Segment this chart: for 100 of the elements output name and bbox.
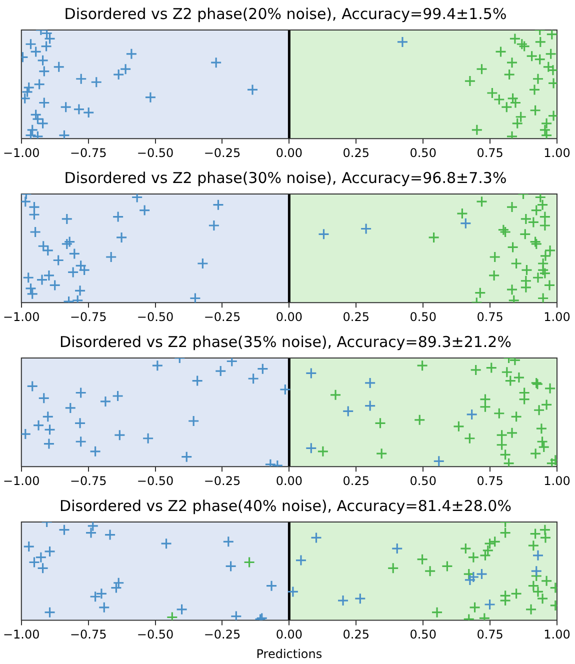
point	[37, 54, 49, 66]
point	[510, 410, 522, 422]
x-tick-label: 0.50	[410, 474, 436, 488]
x-tick-label: 0.25	[342, 146, 370, 160]
x-tick-label: −1.00	[2, 310, 40, 324]
point	[256, 363, 268, 375]
point	[489, 251, 501, 263]
point	[510, 258, 522, 270]
point	[545, 48, 557, 60]
point	[75, 436, 87, 448]
point	[502, 458, 515, 467]
x-tick-label: −0.75	[70, 146, 107, 160]
point	[152, 360, 164, 372]
point	[287, 586, 299, 598]
point	[506, 284, 518, 296]
point	[112, 68, 124, 80]
point	[68, 248, 80, 260]
x-tick-label: −0.25	[204, 146, 241, 160]
point	[310, 532, 322, 544]
point	[180, 451, 192, 463]
point	[354, 592, 366, 604]
point	[34, 78, 46, 90]
x-axis-title: Predictions	[256, 646, 322, 661]
point	[105, 251, 117, 263]
point	[35, 552, 47, 564]
point	[518, 393, 530, 406]
point	[38, 392, 50, 404]
x-tick-label: 0.75	[476, 474, 504, 488]
point	[305, 367, 317, 380]
x-tick-label: −0.50	[136, 310, 174, 324]
chart-title: Disordered vs Z2 phase(40% noise), Accuracy=81.4±28.0%	[60, 496, 512, 515]
point	[496, 429, 508, 441]
point	[337, 594, 349, 606]
point	[504, 68, 516, 80]
point	[188, 415, 200, 427]
point	[520, 264, 533, 276]
point	[225, 560, 237, 572]
point	[471, 124, 483, 136]
x-tick-label: −0.25	[204, 310, 241, 324]
x-tick-label: 1.00	[544, 628, 570, 642]
x-tick-label: 0.25	[342, 474, 370, 488]
point	[488, 270, 500, 282]
point	[428, 232, 440, 244]
x-tick-label: 0.50	[410, 628, 436, 642]
point	[387, 562, 399, 574]
point	[460, 218, 472, 230]
point	[528, 540, 540, 552]
point	[38, 96, 50, 109]
point	[416, 360, 428, 372]
point	[44, 32, 56, 44]
point	[116, 232, 128, 244]
point	[532, 73, 544, 85]
point	[317, 446, 329, 458]
point	[43, 438, 55, 450]
point	[266, 580, 278, 592]
point	[479, 550, 492, 562]
point	[530, 448, 542, 460]
x-tick-label: −0.25	[204, 474, 241, 488]
point	[131, 194, 143, 204]
point	[500, 448, 512, 460]
point	[74, 417, 86, 429]
point	[60, 101, 72, 113]
point	[28, 556, 40, 568]
point	[539, 124, 551, 136]
point	[49, 279, 61, 292]
point	[21, 86, 34, 98]
point	[214, 365, 226, 377]
point	[112, 390, 124, 402]
point	[536, 422, 548, 434]
point	[530, 238, 542, 250]
point	[295, 554, 307, 566]
point	[510, 96, 522, 109]
point	[518, 40, 530, 52]
point	[138, 204, 150, 216]
point	[364, 377, 376, 389]
point	[441, 560, 453, 572]
point	[248, 372, 260, 384]
point	[43, 270, 55, 282]
point	[37, 562, 49, 574]
point	[100, 396, 112, 408]
point	[476, 196, 488, 208]
point	[73, 103, 85, 116]
point	[484, 598, 496, 610]
point	[506, 201, 518, 213]
x-tick-label: 0.75	[476, 146, 504, 160]
point	[26, 380, 38, 392]
point	[212, 199, 224, 211]
point	[120, 63, 132, 75]
point	[486, 362, 498, 374]
point	[510, 588, 522, 600]
point	[530, 528, 542, 540]
point	[364, 400, 376, 412]
point	[476, 63, 488, 75]
point	[126, 48, 138, 60]
point	[44, 546, 56, 558]
point	[460, 542, 472, 554]
point	[28, 208, 40, 220]
point	[539, 211, 551, 223]
point	[374, 417, 386, 429]
point	[544, 382, 556, 394]
